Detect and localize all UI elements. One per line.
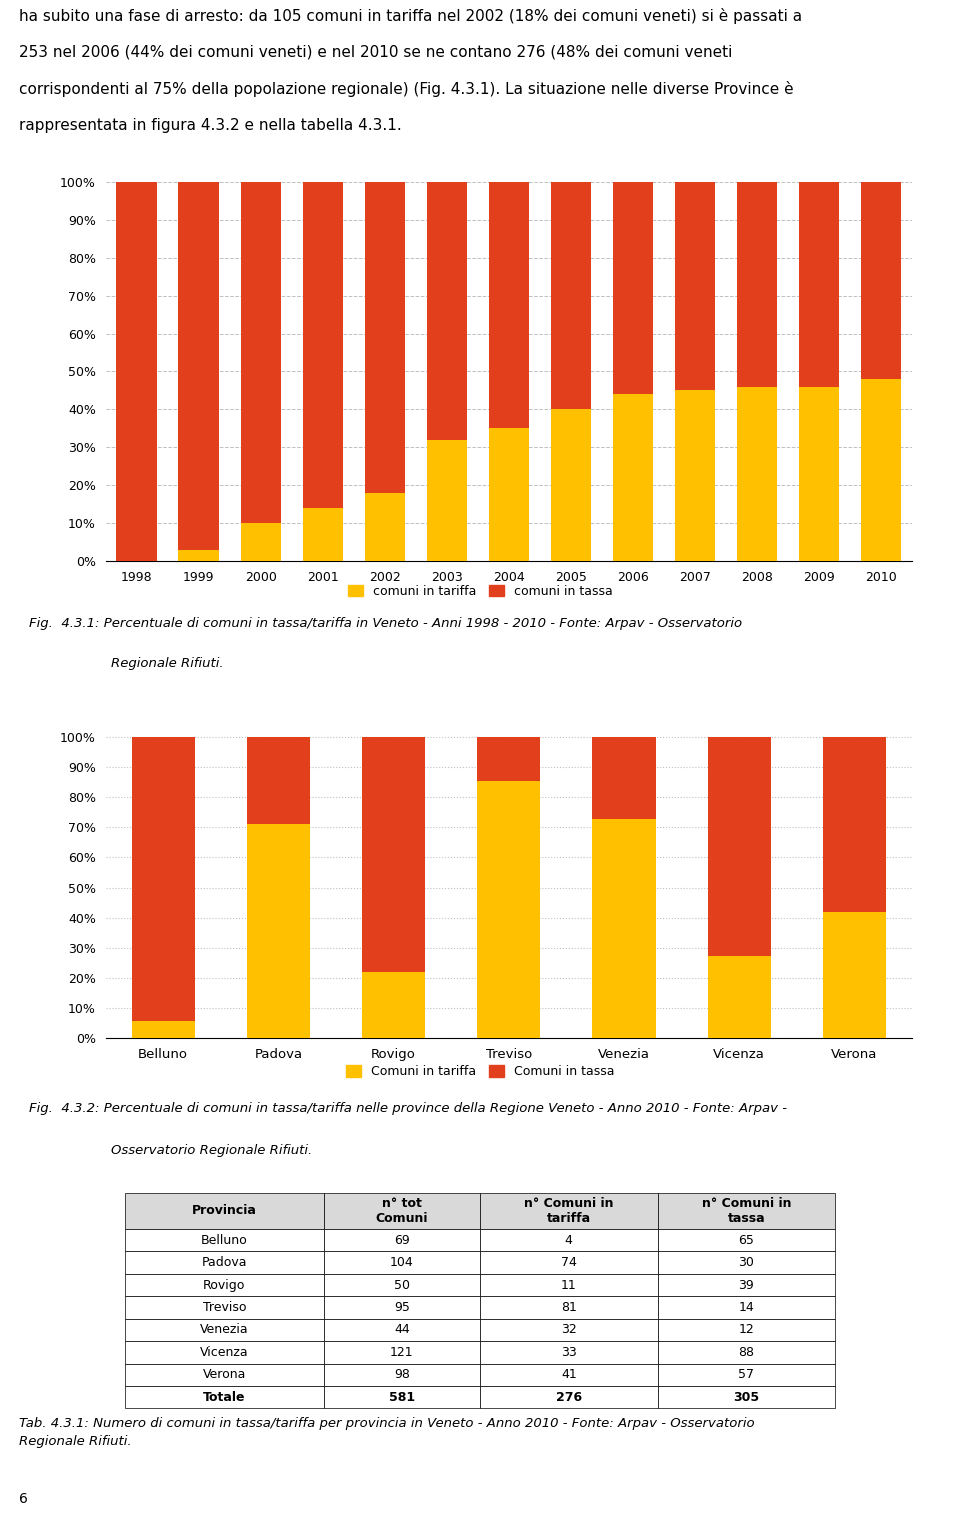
Bar — [489, 428, 529, 561]
Text: 6: 6 — [19, 1492, 28, 1507]
Bar — [592, 737, 656, 819]
Bar — [365, 182, 405, 493]
Bar — [592, 819, 656, 1038]
Text: Fig.  4.3.1: Percentuale di comuni in tassa/tariffa in Veneto - Anni 1998 - 2010: Fig. 4.3.1: Percentuale di comuni in tas… — [29, 617, 742, 631]
Bar — [823, 737, 886, 913]
Bar — [426, 182, 467, 440]
Bar — [241, 182, 281, 523]
Text: 253 nel 2006 (44% dei comuni veneti) e nel 2010 se ne contano 276 (48% dei comun: 253 nel 2006 (44% dei comuni veneti) e n… — [19, 44, 732, 59]
Text: corrispondenti al 75% della popolazione regionale) (Fig. 4.3.1). La situazione n: corrispondenti al 75% della popolazione … — [19, 82, 794, 97]
Bar — [551, 409, 591, 561]
Bar — [362, 972, 425, 1038]
Text: Regionale Rifiuti.: Regionale Rifiuti. — [110, 656, 224, 670]
Bar — [675, 390, 715, 561]
Bar — [426, 440, 467, 561]
Bar — [675, 182, 715, 390]
Bar — [736, 387, 777, 561]
Bar — [799, 182, 839, 387]
Bar — [365, 493, 405, 561]
Text: Osservatorio Regionale Rifiuti.: Osservatorio Regionale Rifiuti. — [110, 1145, 312, 1157]
Bar — [302, 182, 343, 508]
Bar — [861, 182, 901, 379]
Bar — [489, 182, 529, 428]
Text: Fig.  4.3.2: Percentuale di comuni in tassa/tariffa nelle province della Regione: Fig. 4.3.2: Percentuale di comuni in tas… — [29, 1102, 787, 1116]
Bar — [247, 823, 310, 1038]
Text: ha subito una fase di arresto: da 105 comuni in tariffa nel 2002 (18% dei comuni: ha subito una fase di arresto: da 105 co… — [19, 8, 803, 24]
Legend: Comuni in tariffa, Comuni in tassa: Comuni in tariffa, Comuni in tassa — [341, 1060, 619, 1084]
Bar — [799, 387, 839, 561]
Bar — [132, 1020, 195, 1038]
Legend: comuni in tariffa, comuni in tassa: comuni in tariffa, comuni in tassa — [343, 579, 617, 603]
Bar — [132, 737, 195, 1020]
Bar — [179, 182, 219, 550]
Bar — [612, 182, 653, 394]
Bar — [116, 182, 156, 561]
Bar — [708, 957, 771, 1038]
Bar — [247, 737, 310, 823]
Bar — [861, 379, 901, 561]
Bar — [612, 394, 653, 561]
Bar — [362, 737, 425, 972]
Bar — [551, 182, 591, 409]
Bar — [179, 550, 219, 561]
Bar — [477, 781, 540, 1038]
Bar — [736, 182, 777, 387]
Bar — [708, 737, 771, 957]
Bar — [477, 737, 540, 781]
Bar — [302, 508, 343, 561]
Bar — [241, 523, 281, 561]
Bar — [823, 913, 886, 1038]
Text: Tab. 4.3.1: Numero di comuni in tassa/tariffa per provincia in Veneto - Anno 201: Tab. 4.3.1: Numero di comuni in tassa/ta… — [19, 1417, 755, 1448]
Text: rappresentata in figura 4.3.2 e nella tabella 4.3.1.: rappresentata in figura 4.3.2 e nella ta… — [19, 118, 402, 133]
